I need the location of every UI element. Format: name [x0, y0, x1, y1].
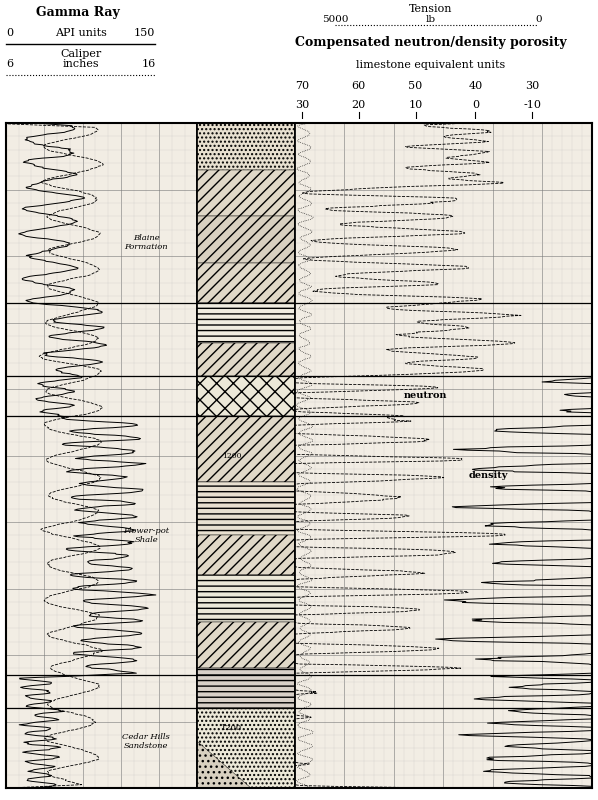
Bar: [197, 376, 295, 416]
Text: lb: lb: [426, 14, 435, 23]
Text: 16: 16: [141, 59, 155, 70]
Bar: [197, 575, 295, 622]
Bar: [197, 482, 295, 535]
Bar: [197, 668, 295, 708]
Text: 150: 150: [134, 28, 155, 38]
Bar: [197, 622, 295, 668]
Bar: [197, 302, 295, 342]
Text: limestone equivalent units: limestone equivalent units: [356, 60, 505, 70]
Bar: [197, 170, 295, 216]
Text: 20: 20: [352, 100, 366, 110]
Bar: [197, 482, 295, 535]
Text: 1200: 1200: [221, 724, 242, 732]
Text: 6: 6: [6, 59, 13, 70]
Text: Blaine
Formation: Blaine Formation: [124, 234, 168, 251]
Text: 50: 50: [408, 81, 423, 91]
Text: Caliper: Caliper: [60, 49, 101, 58]
Text: Flower-pot
Shale: Flower-pot Shale: [123, 526, 169, 544]
Text: 0: 0: [535, 14, 542, 23]
Bar: [197, 263, 295, 302]
Text: Tension: Tension: [409, 3, 452, 14]
Bar: [197, 342, 295, 376]
Text: 70: 70: [295, 81, 309, 91]
Text: 60: 60: [352, 81, 366, 91]
Text: Gamma Ray: Gamma Ray: [36, 6, 120, 19]
Text: Cedar Hills
Sandstone: Cedar Hills Sandstone: [123, 733, 170, 750]
Bar: [197, 575, 295, 622]
Bar: [197, 535, 295, 575]
Text: API units: API units: [55, 28, 106, 38]
Text: neutron: neutron: [404, 391, 447, 400]
Text: Compensated neutron/density porosity: Compensated neutron/density porosity: [295, 36, 566, 49]
Bar: [197, 416, 295, 482]
Bar: [197, 302, 295, 342]
Text: 5000: 5000: [322, 14, 348, 23]
Bar: [197, 708, 295, 788]
Text: inches: inches: [62, 59, 99, 70]
Bar: [197, 123, 295, 170]
Text: 30: 30: [525, 81, 539, 91]
Bar: [197, 216, 295, 263]
Text: 0: 0: [472, 100, 479, 110]
Text: 10: 10: [408, 100, 423, 110]
Polygon shape: [197, 742, 251, 788]
Text: density: density: [468, 471, 508, 480]
Text: 40: 40: [468, 81, 483, 91]
Text: 1200: 1200: [222, 451, 241, 459]
Text: 0: 0: [6, 28, 13, 38]
Text: 30: 30: [295, 100, 309, 110]
Text: -10: -10: [523, 100, 541, 110]
